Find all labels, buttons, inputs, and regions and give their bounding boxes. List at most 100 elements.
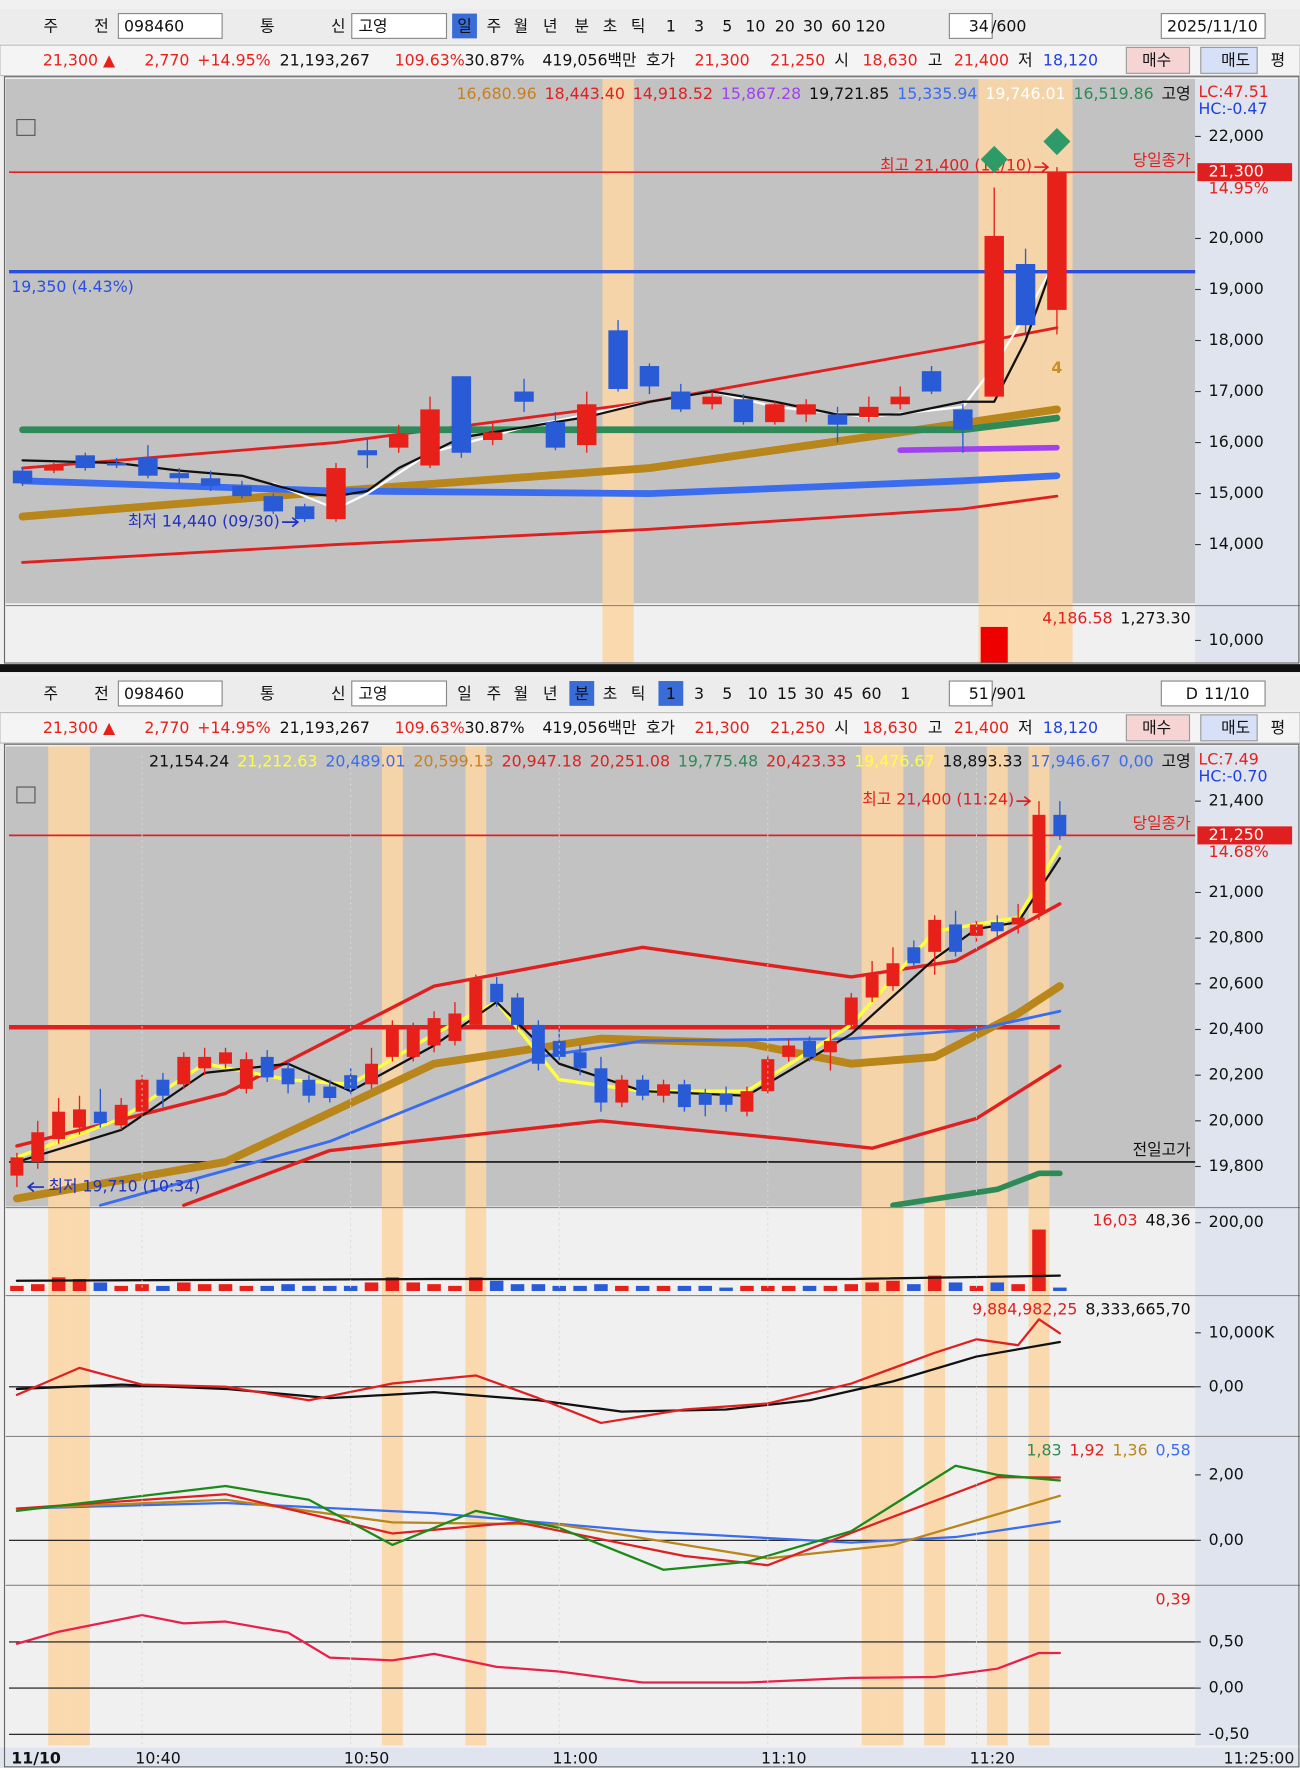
volume-bar (93, 1282, 108, 1291)
quote-item: 21,400 (954, 50, 1009, 69)
toolbar-item[interactable]: 일 (457, 17, 472, 36)
legend-value: 16,680.96 (456, 84, 536, 103)
count-input[interactable] (948, 680, 993, 707)
toolbar-item[interactable]: 30 (803, 17, 823, 36)
name-input[interactable] (351, 680, 448, 707)
toolbar-item[interactable]: 주 (487, 684, 502, 703)
candle-body (953, 409, 973, 430)
candle-body (427, 1018, 441, 1046)
toolbar-item[interactable]: 분 (575, 17, 590, 36)
toolbar-item[interactable]: /600 (991, 17, 1026, 36)
toolbar-item[interactable]: 전 (94, 17, 109, 36)
toolbar-item[interactable]: 098460 (124, 684, 184, 703)
toolbar-item[interactable]: 분 (575, 684, 590, 703)
toolbar-item[interactable]: 5 (722, 684, 732, 703)
toolbar-item[interactable]: 098460 (124, 17, 184, 36)
name-input[interactable] (351, 13, 448, 39)
toolbar-item[interactable]: 3 (694, 17, 704, 36)
y-tick-label: 0,00 (1209, 1376, 1244, 1395)
toolbar-item[interactable]: 일 (457, 684, 472, 703)
volume-bar (364, 1282, 379, 1291)
toolbar-item[interactable]: 1 (666, 17, 676, 36)
toolbar-item[interactable]: 3 (694, 684, 704, 703)
candle-body (803, 1040, 817, 1057)
toolbar-item[interactable]: 통 (260, 684, 275, 703)
quote-item[interactable]: 매수 (1142, 50, 1171, 69)
legend-value: 고영 (1162, 752, 1191, 771)
legend-value: 17,946.67 (1030, 752, 1110, 771)
toolbar-item[interactable]: 51 (969, 684, 989, 703)
toolbar-item[interactable]: 전 (94, 684, 109, 703)
date-input[interactable] (1160, 680, 1266, 707)
toolbar-item[interactable]: 고영 (359, 17, 388, 36)
indicator-line (15, 1464, 1061, 1571)
volume-bar (10, 1285, 24, 1291)
toolbar-item[interactable]: 10 (745, 17, 765, 36)
toolbar-item[interactable]: D (1186, 684, 1198, 703)
volume-bar (1011, 1284, 1025, 1291)
toolbar-item[interactable]: 통 (260, 17, 275, 36)
toolbar-item[interactable]: 10 (748, 684, 768, 703)
quote-item: 2,770 (144, 50, 189, 69)
toolbar-item[interactable]: 초 (603, 684, 618, 703)
quote-item[interactable]: 매도 (1221, 718, 1250, 737)
toolbar-item[interactable]: 틱 (631, 17, 646, 36)
toolbar-item[interactable]: 2025/11/10 (1167, 17, 1258, 36)
toolbar-item[interactable]: 년 (543, 684, 558, 703)
candle-body (511, 997, 524, 1025)
volume-bar (31, 1284, 45, 1291)
code-input[interactable] (117, 13, 223, 39)
high-arrow (1016, 795, 1032, 807)
toolbar-item[interactable]: 1 (666, 684, 676, 703)
toolbar-item[interactable]: 45 (833, 684, 853, 703)
quote-item[interactable]: 매수 (1142, 718, 1171, 737)
quote-item[interactable]: 매도 (1221, 50, 1250, 69)
toolbar-item[interactable]: /901 (991, 684, 1026, 703)
toolbar-item[interactable]: 60 (862, 684, 882, 703)
grid-icon (16, 786, 36, 804)
quote-item[interactable]: 평 (1271, 718, 1286, 737)
toolbar-selected[interactable] (569, 681, 595, 706)
toolbar-selected[interactable] (452, 13, 477, 39)
toolbar-item[interactable]: 초 (603, 17, 618, 36)
toolbar-item[interactable]: 60 (831, 17, 851, 36)
toolbar-item[interactable]: 신 (331, 684, 346, 703)
indicator-line (15, 857, 1061, 1164)
buy-button[interactable] (1125, 46, 1191, 74)
toolbar-item[interactable]: 1 (900, 684, 910, 703)
toolbar-item[interactable]: 5 (722, 17, 732, 36)
sell-button[interactable] (1200, 714, 1258, 742)
candle-body (357, 450, 378, 456)
toolbar-selected[interactable] (658, 681, 684, 706)
toolbar-item[interactable]: 30 (804, 684, 824, 703)
toolbar-item[interactable]: 신 (331, 17, 346, 36)
candle-body (451, 376, 472, 453)
sell-button[interactable] (1200, 46, 1258, 74)
toolbar-item[interactable]: 주 (487, 17, 502, 36)
quote-item: 21,300 ▲ (43, 50, 116, 69)
toolbar-item[interactable]: 주 (43, 684, 58, 703)
toolbar-item[interactable]: 주 (43, 17, 58, 36)
toolbar-item[interactable]: 년 (543, 17, 558, 36)
toolbar-item[interactable]: 월 (514, 684, 529, 703)
toolbar-item[interactable]: 34 (969, 17, 989, 36)
toolbar-item[interactable]: 20 (775, 17, 795, 36)
toolbar-item[interactable]: 15 (777, 684, 797, 703)
code-input[interactable] (117, 680, 223, 707)
toolbar-item[interactable]: 120 (855, 17, 885, 36)
toolbar-item[interactable]: 월 (514, 17, 529, 36)
date-input[interactable] (1160, 13, 1266, 39)
time-label: 11:20 (970, 1748, 1015, 1767)
quote-item: 시 (834, 50, 849, 69)
candle-body (969, 924, 983, 936)
toolbar-item[interactable]: 고영 (359, 684, 388, 703)
count-input[interactable] (948, 13, 993, 39)
quote-item[interactable]: 평 (1271, 50, 1286, 69)
buy-button[interactable] (1125, 714, 1191, 742)
toolbar-item[interactable]: 11/10 (1204, 684, 1249, 703)
toolbar-item[interactable]: 틱 (631, 684, 646, 703)
candle-body (302, 1079, 316, 1096)
time-end: 11:25:00 (1224, 1748, 1295, 1767)
candle-body (52, 1111, 66, 1140)
